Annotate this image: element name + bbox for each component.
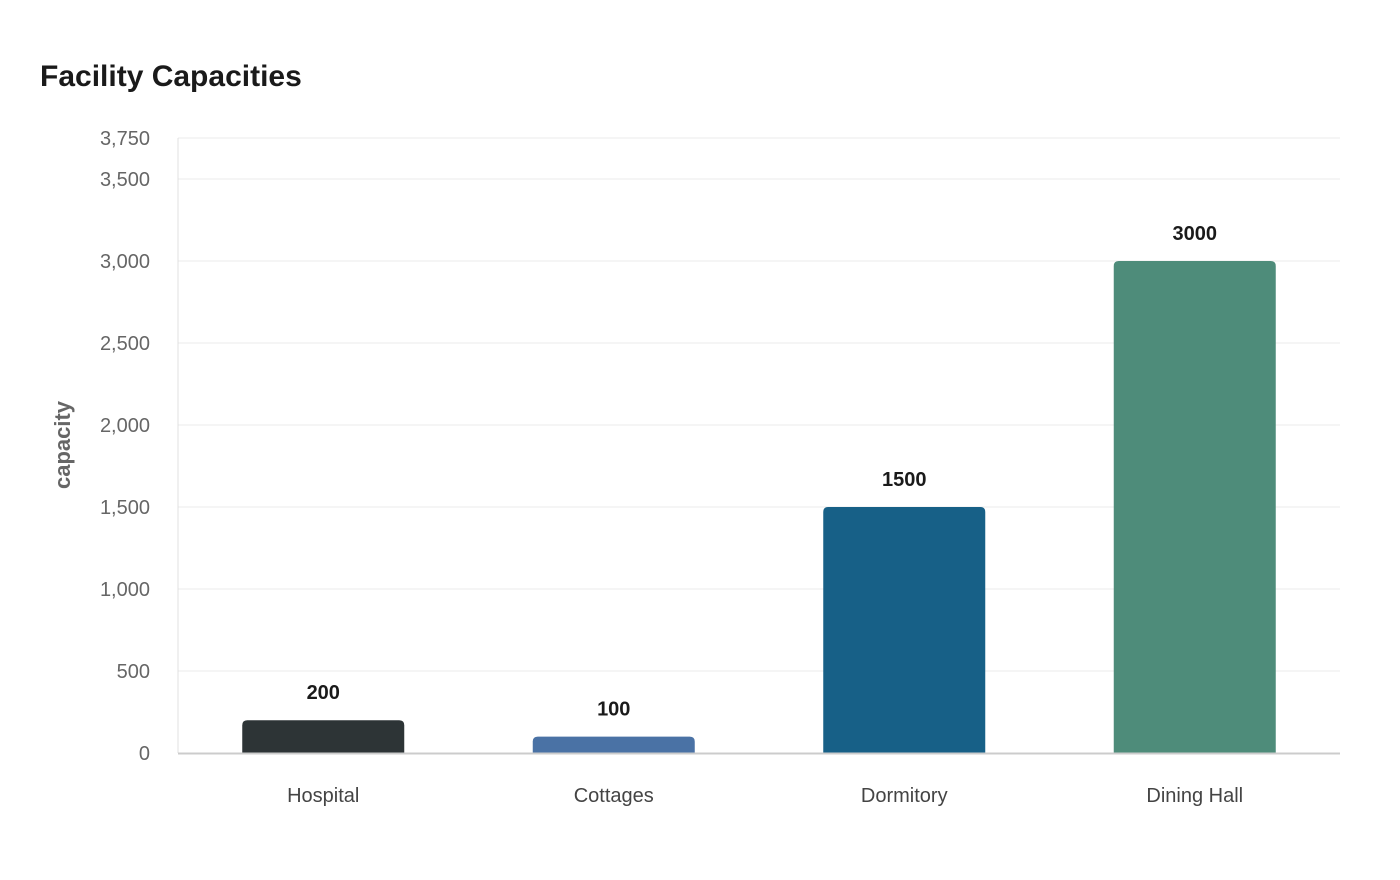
x-tick-label: Dining Hall (1146, 785, 1243, 807)
bar-cottages (532, 736, 695, 753)
data-label: 100 (597, 699, 630, 721)
x-tick-label: Cottages (574, 785, 654, 807)
data-label: 3000 (1173, 223, 1218, 245)
chart-title: Facility Capacities (40, 60, 302, 93)
bar-dining-hall (1113, 261, 1276, 753)
y-tick-label: 2,500 (100, 333, 150, 355)
data-label: 200 (307, 682, 340, 704)
data-label: 1500 (882, 469, 927, 491)
y-tick-label: 500 (117, 661, 150, 683)
y-tick-label: 1,000 (100, 579, 150, 601)
y-tick-label: 2,000 (100, 415, 150, 437)
y-tick-label: 3,000 (100, 251, 150, 273)
bar-hospital (242, 720, 405, 753)
y-tick-label: 1,500 (100, 497, 150, 519)
y-tick-label: 3,750 (100, 128, 150, 150)
y-tick-label: 0 (139, 743, 150, 765)
y-tick-label: 3,500 (100, 169, 150, 191)
x-tick-label: Dormitory (861, 785, 948, 807)
x-tick-label: Hospital (287, 785, 359, 807)
bar-dormitory (823, 507, 986, 753)
y-axis-label: capacity (50, 400, 75, 489)
